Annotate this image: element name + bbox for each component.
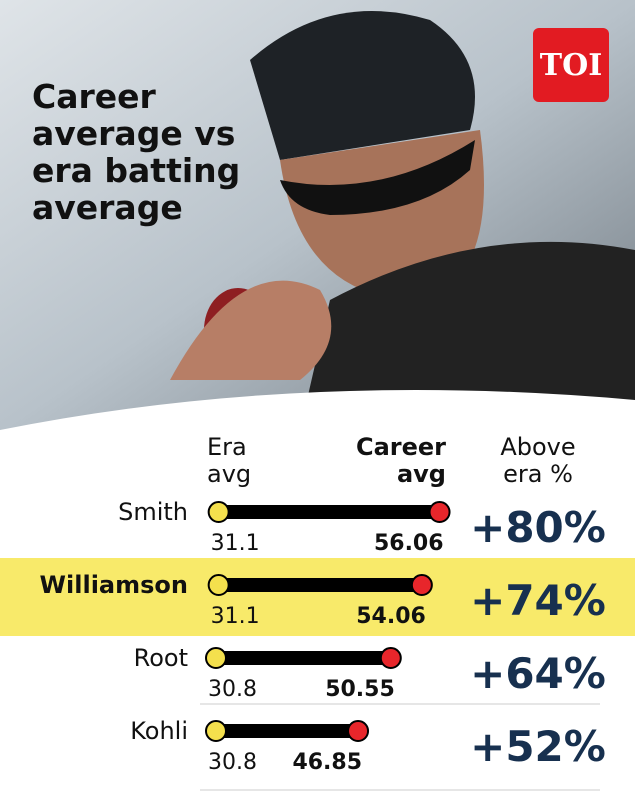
highlight-band bbox=[0, 558, 635, 636]
photo-shirt bbox=[300, 241, 635, 430]
photo-glasses bbox=[280, 140, 475, 215]
chart-title: Career average vs era batting average bbox=[32, 77, 241, 227]
career-value-label: 56.06 bbox=[374, 531, 444, 556]
era-value-label: 30.8 bbox=[208, 750, 257, 775]
above-era-label: +64% bbox=[470, 649, 606, 698]
above-era-label: +80% bbox=[470, 503, 606, 552]
category-label: Smith bbox=[118, 498, 188, 526]
career-value-label: 54.06 bbox=[356, 604, 426, 629]
career-dot bbox=[347, 720, 370, 742]
career-value-label: 46.85 bbox=[292, 750, 362, 775]
era-dot bbox=[205, 720, 227, 742]
career-value-label: 50.55 bbox=[325, 677, 395, 702]
logo: TOI bbox=[533, 28, 609, 102]
above-era-label: +52% bbox=[470, 722, 606, 771]
photo-hands bbox=[170, 280, 332, 380]
category-label: Root bbox=[134, 644, 188, 672]
era-value-label: 31.1 bbox=[211, 604, 260, 629]
era-value-label: 31.1 bbox=[211, 531, 260, 556]
career-dot bbox=[410, 574, 433, 596]
category-label: Kohli bbox=[130, 717, 188, 745]
photo-cap bbox=[250, 11, 475, 160]
era-dot bbox=[205, 647, 227, 669]
era-dot bbox=[207, 574, 230, 596]
above-era-label: +74% bbox=[470, 576, 606, 625]
header: Career avg bbox=[355, 433, 446, 488]
career-dot bbox=[379, 647, 402, 669]
era-value-label: 30.8 bbox=[208, 677, 257, 702]
header: Above era % bbox=[500, 433, 576, 488]
category-label: Williamson bbox=[40, 571, 188, 599]
career-dot bbox=[428, 501, 451, 523]
header: Era avg bbox=[207, 433, 252, 488]
era-dot bbox=[207, 501, 230, 523]
